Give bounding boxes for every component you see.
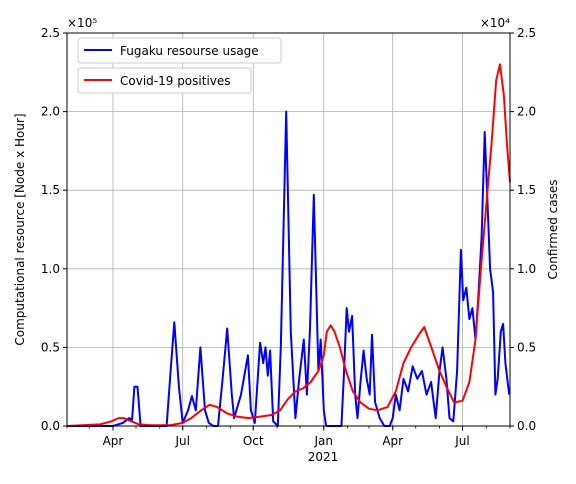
y-tick-label-right: 1.0: [517, 262, 536, 276]
left-axis-multiplier: ×10⁵: [67, 16, 97, 30]
x-tick-label: Oct: [243, 434, 264, 448]
legend-label-covid: Covid-19 positives: [120, 74, 231, 88]
y-tick-label-right: 2.5: [517, 26, 536, 40]
y-tick-label-left: 2.0: [41, 105, 60, 119]
y-tick-label-left: 0.0: [41, 419, 60, 433]
y-tick-label-left: 2.5: [41, 26, 60, 40]
y-axis-left-label: Computational resource [Node x Hour]: [13, 113, 27, 345]
plot-frame: [66, 32, 511, 427]
legend-box-usage: [77, 37, 282, 64]
y-tick-label-right: 2.0: [517, 105, 536, 119]
series-line-fugaku-usage: [67, 110, 511, 427]
series-line-covid-positives: [66, 63, 511, 427]
y-tick-label-right: 1.5: [517, 183, 536, 197]
legend: Fugaku resourse usage Covid-19 positives: [77, 37, 282, 94]
legend-box-covid: [77, 67, 252, 94]
y-tick-label-left: 1.0: [41, 262, 60, 276]
x-tick-label: Apr: [103, 434, 124, 448]
x-tick-label: Jul: [454, 434, 469, 448]
legend-label-usage: Fugaku resourse usage: [120, 44, 259, 58]
x-tick-label: Apr: [382, 434, 403, 448]
right-axis-multiplier: ×10⁴: [480, 16, 510, 30]
x-tick-label: Jul: [174, 434, 189, 448]
y-tick-label-right: 0.0: [517, 419, 536, 433]
x-axis-year-label: 2021: [308, 450, 339, 464]
series-lines: [66, 63, 511, 427]
y-axis-right-label: Confirmed cases: [546, 180, 560, 280]
x-tick-label: Jan: [314, 434, 334, 448]
tick-marks: [63, 32, 514, 431]
y-tick-label-left: 0.5: [41, 340, 60, 354]
y-tick-label-left: 1.5: [41, 183, 60, 197]
y-tick-label-right: 0.5: [517, 340, 536, 354]
